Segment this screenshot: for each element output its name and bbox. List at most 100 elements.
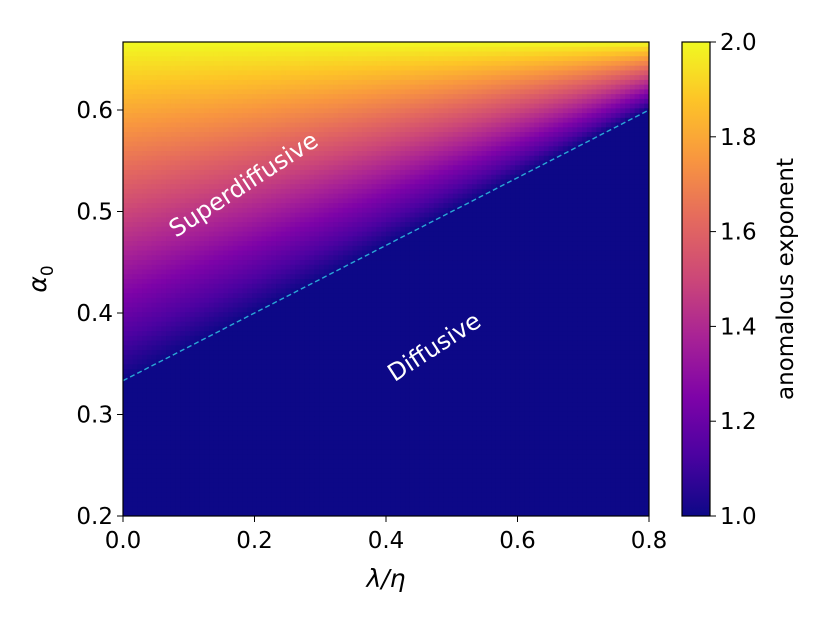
heatmap-cell [319,241,325,247]
heatmap-cell [170,79,177,86]
heatmap-cell [123,255,129,261]
heatmap-cell [161,331,167,337]
heatmap-cell [232,492,239,498]
heatmap-cell [314,501,320,508]
heatmap-cell [204,264,210,271]
heatmap-cell [323,468,330,474]
heatmap-cell [170,449,177,455]
heatmap-cell [199,463,205,470]
heatmap-cell [142,51,148,57]
heatmap-cell [256,203,263,209]
heatmap-cell [185,212,191,218]
heatmap-cell [319,321,325,327]
heatmap-cell [170,425,177,432]
heatmap-cell [319,60,325,67]
heatmap-cell [194,463,201,470]
heatmap-cell [352,283,358,290]
heatmap-cell [252,468,258,474]
heatmap-cell [342,132,349,138]
heatmap-cell [137,463,143,470]
heatmap-cell [166,260,172,266]
heatmap-cell [142,113,148,119]
heatmap-cell [170,84,177,90]
heatmap-cell [342,103,349,109]
heatmap-cell [166,406,172,413]
heatmap-cell [304,316,311,323]
heatmap-cell [357,283,363,290]
heatmap-cell [342,435,349,441]
heatmap-cell [228,478,234,484]
heatmap-cell [295,444,301,451]
heatmap-cell [185,321,191,327]
heatmap-cell [342,117,349,124]
heatmap-cell [199,203,205,209]
heatmap-cell [204,279,210,285]
heatmap-cell [161,487,167,493]
heatmap-cell [280,406,287,413]
heatmap-cell [223,392,229,399]
heatmap-cell [123,297,129,304]
heatmap-cell [299,326,306,332]
heatmap-cell [347,179,354,185]
heatmap-cell [142,236,148,242]
heatmap-cell [185,103,191,109]
heatmap-cell [352,297,358,304]
heatmap-cell [295,297,301,304]
heatmap-cell [261,65,268,72]
heatmap-cell [146,316,153,323]
heatmap-cell [209,430,215,437]
heatmap-cell [304,203,311,209]
heatmap-cell [304,307,311,313]
heatmap-cell [199,155,205,162]
heatmap-cell [137,132,143,138]
heatmap-cell [127,302,134,309]
heatmap-cell [132,89,138,95]
heatmap-cell [347,70,354,76]
heatmap-cell [247,288,253,294]
heatmap-cell [170,326,177,332]
heatmap-cell [266,94,272,100]
heatmap-cell [314,283,320,290]
heatmap-cell [271,463,277,470]
heatmap-cell [137,340,143,346]
heatmap-cell [352,217,358,223]
heatmap-cell [127,198,134,204]
heatmap-cell [166,283,172,290]
heatmap-cell [271,127,277,133]
heatmap-cell [228,169,234,176]
heatmap-cell [161,84,167,90]
heatmap-cell [266,122,272,128]
heatmap-cell [142,193,148,200]
heatmap-cell [127,307,134,313]
heatmap-cell [266,331,272,337]
heatmap-cell [280,198,287,204]
heatmap-cell [285,468,291,474]
heatmap-cell [209,60,215,67]
heatmap-cell [209,288,215,294]
heatmap-cell [223,160,229,166]
heatmap-cell [194,226,201,233]
heatmap-cell [237,392,244,399]
heatmap-cell [189,440,196,446]
heatmap-cell [261,397,268,403]
heatmap-cell [137,302,143,309]
heatmap-cell [285,506,291,512]
heatmap-cell [271,184,277,190]
heatmap-cell [180,492,186,498]
heatmap-cell [142,169,148,176]
heatmap-cell [256,312,263,318]
heatmap-cell [180,169,186,176]
heatmap-cell [180,497,186,503]
heatmap-cell [314,155,320,162]
heatmap-cell [314,378,320,384]
heatmap-cell [209,117,215,124]
heatmap-cell [242,359,248,365]
heatmap-cell [247,487,253,493]
heatmap-cell [304,122,311,128]
heatmap-cell [347,293,354,299]
heatmap-cell [323,169,330,176]
heatmap-cell [146,416,153,422]
heatmap-cell [285,440,291,446]
heatmap-cell [189,316,196,323]
heatmap-cell [166,402,172,408]
